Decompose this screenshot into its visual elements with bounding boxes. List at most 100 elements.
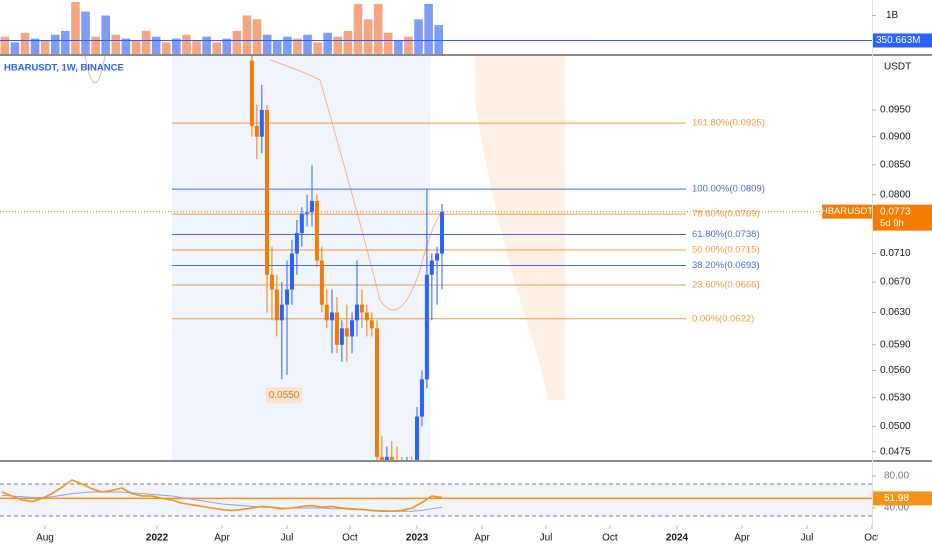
x-tick-label: Apr [214, 533, 230, 544]
volume-bar [252, 19, 262, 54]
last-volume-tag [873, 33, 932, 48]
fib-label: 61.80%(0.0738) [692, 229, 760, 240]
x-tick-group: Apr [214, 525, 230, 544]
candle-body [249, 60, 254, 126]
volume-bar [202, 36, 211, 54]
candle-body [314, 200, 319, 261]
candle-body [419, 379, 424, 417]
volume-bar [121, 38, 131, 54]
x-tick-label: Jul [281, 533, 294, 544]
rsi-line [1, 479, 443, 512]
x-tick-group: Apr [734, 525, 750, 544]
candle-body [309, 200, 314, 213]
volume-bar [30, 38, 40, 54]
x-tick-group: Jul [281, 525, 294, 544]
rsi-band-fill [0, 484, 872, 516]
fib-label: 0.00%(0.0622) [692, 313, 754, 324]
x-tick-group: Oct [342, 525, 358, 544]
y-tick-label: 0.0630 [880, 307, 911, 318]
candle-body [274, 289, 279, 321]
volume-bar [61, 30, 70, 54]
candle-body [339, 328, 344, 345]
x-tick-label: 2023 [406, 533, 429, 544]
price-tag [873, 204, 932, 231]
volume-bar [222, 38, 232, 54]
volume-bar [363, 19, 373, 54]
x-tick-label: Apr [734, 533, 750, 544]
candle-body [354, 304, 359, 321]
volume-bar [414, 19, 423, 54]
fib-label: 50.00%(0.0715) [692, 245, 760, 256]
volume-bar [172, 38, 181, 54]
volume-bar [323, 32, 332, 54]
candle-body [424, 274, 429, 380]
volume-bar [40, 40, 50, 54]
volume-bar [141, 30, 151, 54]
candle-body [364, 312, 369, 321]
x-tick-group: Oct [602, 525, 618, 544]
volume-bar [111, 34, 121, 54]
price-note-box [266, 387, 302, 404]
last-volume-label: 350.663M [876, 35, 920, 46]
candle-body [379, 456, 384, 460]
price-tag-label: 0.0773 [880, 206, 911, 217]
x-tick-group: Jul [801, 525, 814, 544]
candle-body [265, 109, 270, 275]
volume-bar [293, 38, 302, 54]
volume-bar [333, 36, 343, 54]
band-line [269, 59, 441, 311]
y-tick-label: 0.0710 [880, 248, 911, 259]
y-tick-label: 0.0530 [880, 392, 911, 403]
candle-body [374, 328, 379, 457]
x-tick-label: Aug [36, 533, 54, 544]
candle-body [439, 211, 444, 254]
x-tick-label: Oct [864, 533, 880, 544]
x-tick-label: 2022 [146, 533, 169, 544]
y-tick-label: 0.0950 [880, 105, 911, 116]
x-tick-group: Apr [474, 525, 490, 544]
candle-body [305, 212, 310, 214]
y-tick-label: 0.0500 [880, 421, 911, 432]
volume-bar [10, 42, 20, 54]
candle-body [330, 312, 335, 321]
candle-body [299, 213, 304, 234]
volume-bar [313, 42, 322, 54]
band-line [84, 56, 106, 84]
volume-bar [161, 42, 171, 54]
volume-bar [404, 36, 413, 54]
candle-body [259, 109, 264, 137]
symbol-label: HBARUSDT, 1W, BINANCE [4, 63, 124, 74]
volume-bar [81, 11, 90, 54]
volume-bar [373, 3, 383, 54]
candle-body [415, 416, 420, 460]
volume-bar [71, 2, 80, 54]
symbol-tag [822, 204, 872, 219]
x-tick-group: 2023 [406, 525, 429, 544]
volume-bar [91, 36, 100, 54]
candle-body [324, 304, 329, 321]
fib-label: 38.20%(0.0693) [692, 260, 760, 271]
x-tick-label: Jul [540, 533, 553, 544]
currency-label: USDT [884, 62, 911, 73]
candle-body [384, 456, 389, 460]
y-tick-label: 1B [886, 10, 899, 21]
candle-body [279, 304, 284, 321]
volume-bar [343, 30, 353, 54]
x-tick-group: Oct [864, 525, 880, 544]
x-tick-label: Oct [602, 533, 618, 544]
y-tick-label: 40.00 [884, 503, 909, 514]
candle-body [359, 304, 364, 313]
volume-bar [192, 40, 201, 54]
volume-bar [283, 36, 292, 54]
x-tick-label: 2024 [666, 533, 689, 544]
candle-body [289, 253, 294, 290]
x-tick-label: Apr [474, 533, 490, 544]
volume-bar [50, 34, 60, 54]
volume-bar [151, 36, 161, 54]
volume-bar [434, 25, 443, 54]
x-tick-label: Jul [801, 533, 814, 544]
volume-bar [242, 15, 252, 54]
y-tick-label: 0.0475 [880, 446, 911, 457]
